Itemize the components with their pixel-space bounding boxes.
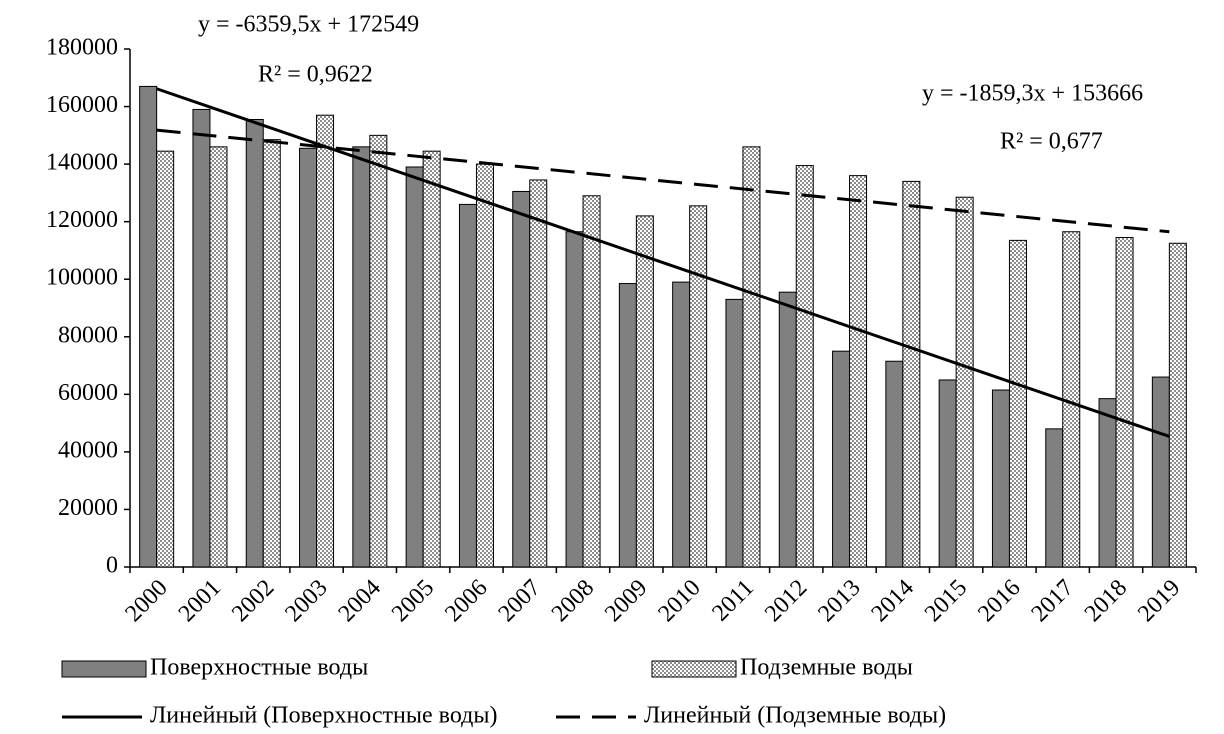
x-tick-label: 2016 xyxy=(973,575,1025,627)
bar xyxy=(1151,376,1170,568)
bar xyxy=(369,134,388,568)
x-tick-label: 2000 xyxy=(120,575,172,627)
x-tick-label: 2004 xyxy=(334,575,386,627)
x-tick-label: 2013 xyxy=(813,575,865,627)
y-tick-label: 100000 xyxy=(46,265,118,291)
bar xyxy=(405,166,424,568)
bar xyxy=(672,281,691,568)
y-tick-label: 20000 xyxy=(58,495,118,521)
bar xyxy=(352,146,371,568)
bar xyxy=(192,108,211,568)
bar xyxy=(582,195,601,568)
bar xyxy=(689,205,708,568)
y-tick-label: 80000 xyxy=(58,322,118,348)
x-tick-label: 2009 xyxy=(600,575,652,627)
bar xyxy=(565,231,584,568)
trend-r2: R² = 0,677 xyxy=(1000,129,1103,155)
x-tick-label: 2002 xyxy=(227,575,279,627)
bar xyxy=(458,203,477,568)
trend-equation: y = -1859,3x + 153666 xyxy=(922,81,1143,107)
bar xyxy=(1045,428,1064,568)
x-tick-label: 2006 xyxy=(440,575,492,627)
bar xyxy=(422,150,441,568)
y-tick-label: 180000 xyxy=(46,35,118,61)
bar xyxy=(475,163,494,568)
x-tick-label: 2014 xyxy=(867,575,919,627)
x-tick-label: 2005 xyxy=(387,575,439,627)
bar xyxy=(618,283,637,568)
bar xyxy=(725,298,744,568)
x-tick-label: 2019 xyxy=(1133,575,1185,627)
bar xyxy=(832,350,851,568)
bar xyxy=(955,196,974,568)
x-tick-label: 2011 xyxy=(707,575,759,627)
legend-label: Поверхностные воды xyxy=(150,655,368,681)
bar xyxy=(902,180,921,568)
bar xyxy=(795,165,814,568)
legend-swatch xyxy=(651,660,737,678)
bar xyxy=(1115,236,1134,568)
y-tick-label: 40000 xyxy=(58,437,118,463)
bar xyxy=(245,119,264,568)
legend-label: Подземные воды xyxy=(740,655,913,681)
y-tick-label: 0 xyxy=(106,553,118,579)
legend-label: Линейный (Поверхностные воды) xyxy=(150,703,497,729)
x-tick-label: 2001 xyxy=(174,575,226,627)
x-tick-label: 2010 xyxy=(653,575,705,627)
bar xyxy=(778,291,797,568)
bar xyxy=(262,139,281,568)
legend-swatch xyxy=(61,660,147,678)
trend-equation: y = -6359,5x + 172549 xyxy=(198,12,419,38)
x-tick-label: 2007 xyxy=(494,575,546,627)
bar xyxy=(885,360,904,568)
trend-r2: R² = 0,9622 xyxy=(258,62,373,88)
trendline xyxy=(156,87,1170,438)
y-tick-label: 120000 xyxy=(46,207,118,233)
bar xyxy=(316,114,335,568)
x-tick-label: 2018 xyxy=(1080,575,1132,627)
legend-label: Линейный (Подземные воды) xyxy=(644,703,946,729)
x-tick-label: 2008 xyxy=(547,575,599,627)
bar xyxy=(139,85,158,568)
y-tick-label: 60000 xyxy=(58,380,118,406)
y-tick-label: 140000 xyxy=(46,150,118,176)
bar xyxy=(209,146,228,568)
bar xyxy=(849,175,868,568)
bar xyxy=(742,146,761,568)
bar xyxy=(299,147,318,568)
bar xyxy=(512,190,531,568)
bar xyxy=(1168,242,1187,568)
y-tick-label: 160000 xyxy=(46,92,118,118)
bar xyxy=(1098,398,1117,568)
x-tick-label: 2015 xyxy=(920,575,972,627)
bar xyxy=(156,150,175,568)
x-tick-label: 2017 xyxy=(1027,575,1079,627)
trendline xyxy=(156,128,1170,234)
bar xyxy=(529,179,548,568)
bar xyxy=(1008,239,1027,568)
bar xyxy=(938,379,957,568)
x-tick-label: 2012 xyxy=(760,575,812,627)
bar xyxy=(635,215,654,568)
x-tick-label: 2003 xyxy=(280,575,332,627)
bar xyxy=(991,389,1010,568)
